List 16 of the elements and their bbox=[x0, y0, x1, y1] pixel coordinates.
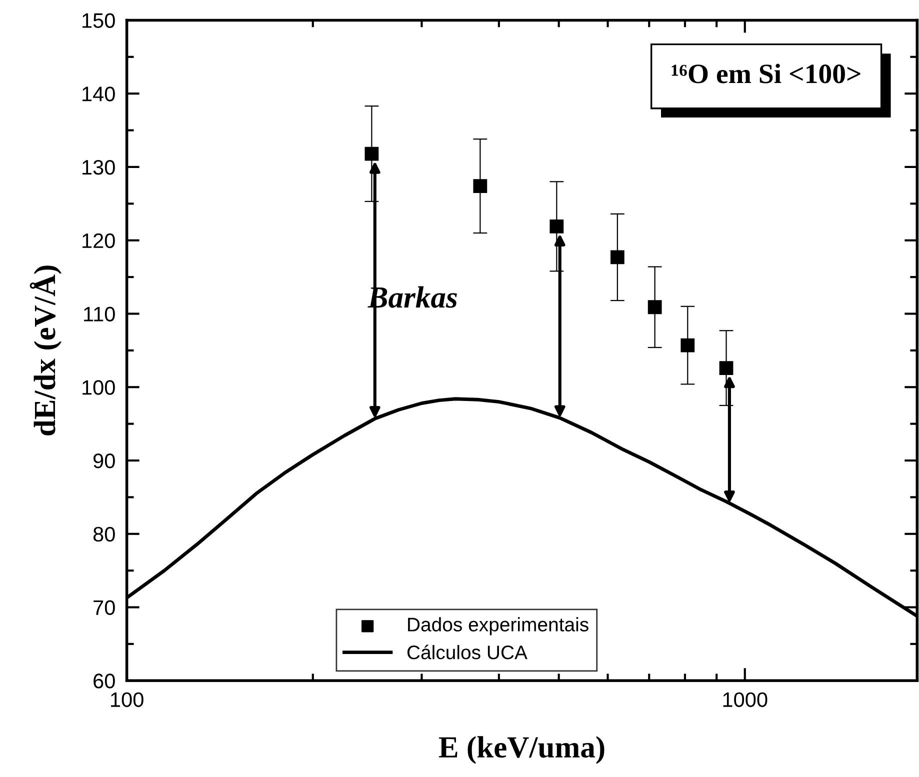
y-tick-label: 120 bbox=[82, 233, 115, 248]
y-tick-label: 100 bbox=[82, 380, 115, 395]
x-tick-label: 1000 bbox=[723, 692, 768, 708]
y-tick-label: 60 bbox=[94, 674, 115, 688]
y-axis-title: dE/dx (eV/Å) bbox=[30, 266, 62, 436]
legend-label: Dados experimentais bbox=[408, 617, 588, 636]
text: ¹⁶O em Si <100> bbox=[672, 64, 860, 84]
y-tick-label: 80 bbox=[93, 526, 115, 542]
y-tick-label: 90 bbox=[94, 454, 115, 468]
legend-label: Cálculos UCA bbox=[407, 644, 528, 660]
y-tick-label: 110 bbox=[84, 306, 115, 322]
y-tick-label: 70 bbox=[94, 600, 115, 616]
y-tick-label: 150 bbox=[82, 13, 115, 28]
x-axis-title: E (keV/uma) bbox=[438, 736, 604, 764]
y-tick-label: 130 bbox=[82, 160, 115, 175]
y-tick-label: 140 bbox=[82, 86, 115, 102]
